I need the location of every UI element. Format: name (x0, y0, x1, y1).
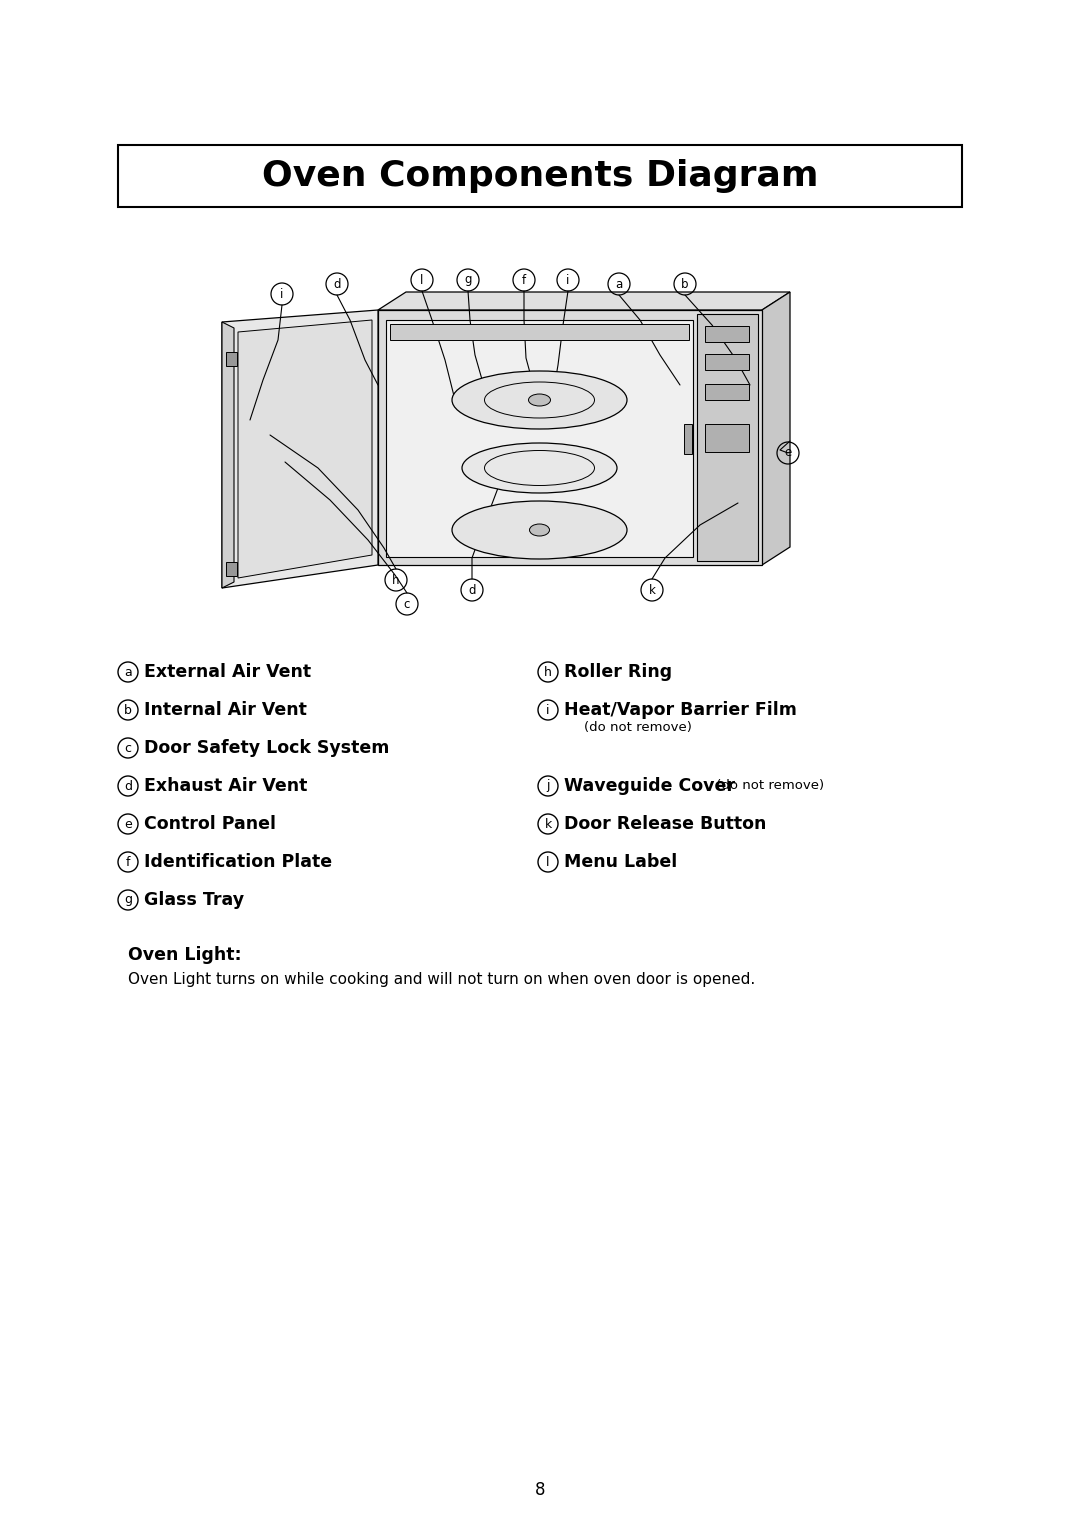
Text: k: k (544, 817, 552, 831)
Text: Exhaust Air Vent: Exhaust Air Vent (144, 778, 308, 795)
Text: Waveguide Cover: Waveguide Cover (564, 778, 735, 795)
Polygon shape (222, 310, 378, 588)
Bar (705, 354, 750, 370)
Text: f: f (125, 856, 131, 868)
Ellipse shape (462, 443, 617, 494)
Text: k: k (649, 584, 656, 596)
Text: h: h (392, 573, 400, 587)
Text: c: c (124, 741, 132, 755)
Text: b: b (124, 703, 132, 717)
Text: d: d (124, 779, 132, 793)
Polygon shape (238, 319, 372, 578)
Text: i: i (281, 287, 284, 301)
Text: Glass Tray: Glass Tray (144, 891, 244, 909)
Text: Heat/Vapor Barrier Film: Heat/Vapor Barrier Film (564, 701, 797, 720)
Polygon shape (762, 292, 789, 565)
Text: e: e (124, 817, 132, 831)
Bar (684, 423, 692, 454)
Text: Control Panel: Control Panel (144, 814, 276, 833)
Text: Oven Components Diagram: Oven Components Diagram (261, 159, 819, 193)
Text: a: a (616, 278, 623, 290)
Polygon shape (222, 322, 234, 588)
Bar (705, 384, 750, 400)
Text: g: g (464, 274, 472, 287)
Ellipse shape (453, 501, 627, 559)
Text: l: l (420, 274, 423, 287)
Bar (386, 319, 693, 558)
Text: i: i (566, 274, 569, 287)
Text: (do not remove): (do not remove) (712, 779, 824, 793)
Text: Internal Air Vent: Internal Air Vent (144, 701, 307, 720)
Text: External Air Vent: External Air Vent (144, 663, 311, 681)
Text: Oven Light:: Oven Light: (129, 946, 242, 964)
Text: d: d (469, 584, 476, 596)
Bar (697, 313, 758, 561)
Bar (118, 145, 962, 206)
Ellipse shape (529, 524, 550, 536)
Text: a: a (124, 666, 132, 678)
Bar (378, 310, 762, 565)
Text: Door Safety Lock System: Door Safety Lock System (144, 740, 390, 756)
Text: Roller Ring: Roller Ring (564, 663, 672, 681)
Polygon shape (378, 292, 789, 310)
Ellipse shape (528, 394, 551, 406)
Text: d: d (334, 278, 341, 290)
Text: f: f (522, 274, 526, 287)
Text: b: b (681, 278, 689, 290)
Text: (do not remove): (do not remove) (584, 721, 692, 735)
Text: g: g (124, 894, 132, 906)
Text: l: l (546, 856, 550, 868)
Bar (226, 351, 237, 367)
Ellipse shape (453, 371, 627, 429)
Text: h: h (544, 666, 552, 678)
Text: j: j (546, 779, 550, 793)
Text: 8: 8 (535, 1481, 545, 1499)
Bar (705, 325, 750, 342)
Bar (390, 324, 689, 341)
Text: c: c (404, 597, 410, 611)
Text: e: e (784, 446, 792, 460)
Text: i: i (546, 703, 550, 717)
Bar (226, 562, 237, 576)
Text: Menu Label: Menu Label (564, 853, 677, 871)
Bar (705, 423, 750, 452)
Text: Door Release Button: Door Release Button (564, 814, 767, 833)
Text: Oven Light turns on while cooking and will not turn on when oven door is opened.: Oven Light turns on while cooking and wi… (129, 972, 755, 987)
Text: Identification Plate: Identification Plate (144, 853, 333, 871)
